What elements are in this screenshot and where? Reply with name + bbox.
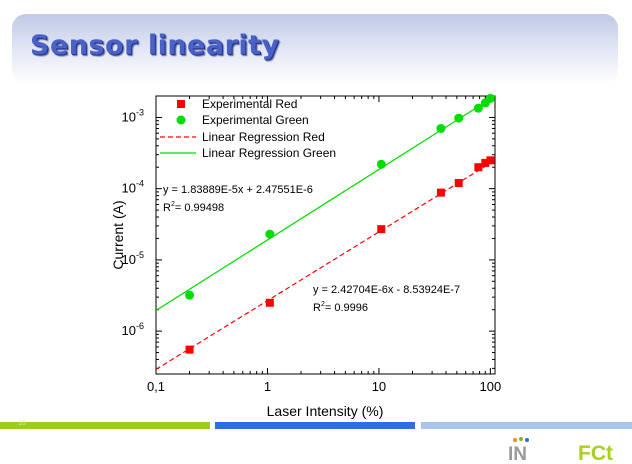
green-r2-value: = 0.99498 (175, 202, 224, 214)
data-point-green (454, 113, 464, 123)
legend-marker-experimental-red (177, 100, 185, 108)
red-fit-r2: R2= 0.9996 (313, 301, 368, 314)
annotation-red-fit: y = 2.42704E-6x - 8.53924E-7 R2= 0.9996 (313, 284, 460, 314)
legend-label-linear-regression-green: Linear Regression Green (202, 146, 336, 160)
data-point-green (376, 159, 386, 169)
y-tick-label: 10-5 (122, 250, 144, 267)
annotation-green-fit: y = 1.83889E-5x + 2.47551E-6 R2= 0.99498 (163, 184, 313, 214)
legend-marker-experimental-green (176, 115, 186, 125)
y-tick-exponent: -6 (136, 321, 144, 331)
data-point-red (185, 345, 194, 354)
points-layer (185, 93, 495, 354)
in-logo: IN (508, 437, 529, 462)
data-point-red (474, 163, 483, 172)
x-tick-labels: 0,1 1 10 100 (147, 379, 501, 394)
in-logo-dot-2 (519, 437, 523, 441)
in-logo-dot-1 (513, 438, 517, 442)
data-point-red (265, 298, 274, 307)
data-point-red (486, 156, 495, 165)
data-point-red (454, 179, 463, 188)
y-tick-base: 10 (122, 181, 136, 196)
y-tick-exponent: -3 (136, 107, 144, 117)
y-tick-label: 10-4 (122, 179, 144, 196)
in-logo-dot-3 (525, 438, 529, 442)
green-fit-r2: R2= 0.99498 (163, 201, 224, 214)
y-tick-label: 10-6 (122, 321, 144, 338)
data-point-green (265, 229, 275, 239)
y-tick-base: 10 (122, 252, 136, 267)
data-point-green (485, 93, 495, 103)
green-r2-letter: R (163, 202, 171, 214)
green-fit-equation: y = 1.83889E-5x + 2.47551E-6 (163, 184, 313, 196)
y-tick-exponent: -5 (136, 250, 144, 260)
footer-bar-blue (215, 422, 415, 429)
title-band (12, 14, 618, 84)
red-r2-value: = 0.9996 (325, 302, 368, 314)
x-tick-label: 0,1 (147, 379, 165, 394)
data-point-green (185, 290, 195, 300)
y-axis-label: Current (A) (110, 200, 126, 269)
y-tick-label: 10-3 (122, 107, 144, 124)
data-point-red (377, 225, 386, 234)
y-tick-labels: 10-610-510-410-3 (122, 107, 144, 338)
red-r2-letter: R (313, 302, 321, 314)
red-r2-superscript: 2 (321, 301, 325, 308)
legend-label-linear-regression-red: Linear Regression Red (202, 130, 325, 144)
in-logo-text: IN (508, 444, 527, 462)
footer-logos: IN FCt (508, 437, 613, 462)
chart: 0,1 1 10 100 10-610-510-410-3 Laser Intensi… (110, 93, 501, 419)
footer-bar-light (421, 422, 632, 429)
legend-label-experimental-red: Experimental Red (202, 97, 297, 111)
legend: Experimental Red Experimental Green Line… (160, 97, 336, 160)
y-tick-base: 10 (122, 109, 136, 124)
x-axis-label: Laser Intensity (%) (267, 403, 384, 419)
slide-title: Sensor linearity (30, 30, 280, 61)
fct-logo-text: FCt (578, 442, 613, 462)
plot-frame (155, 95, 496, 375)
data-point-red (436, 188, 445, 197)
red-fit-equation: y = 2.42704E-6x - 8.53924E-7 (313, 284, 460, 296)
slide-number: 16 (18, 420, 26, 427)
x-tick-label: 100 (480, 379, 502, 394)
axis-ticks (155, 96, 495, 374)
data-point-green (436, 123, 446, 133)
data-point-red (481, 158, 490, 167)
legend-label-experimental-green: Experimental Green (202, 113, 309, 127)
x-tick-label: 10 (372, 379, 386, 394)
y-tick-exponent: -4 (136, 179, 144, 189)
data-point-green (473, 103, 483, 113)
footer-bar-lime (0, 422, 210, 429)
green-r2-superscript: 2 (171, 201, 175, 208)
x-tick-label: 1 (264, 379, 271, 394)
y-tick-base: 10 (122, 323, 136, 338)
fct-logo: FCt (578, 442, 613, 462)
